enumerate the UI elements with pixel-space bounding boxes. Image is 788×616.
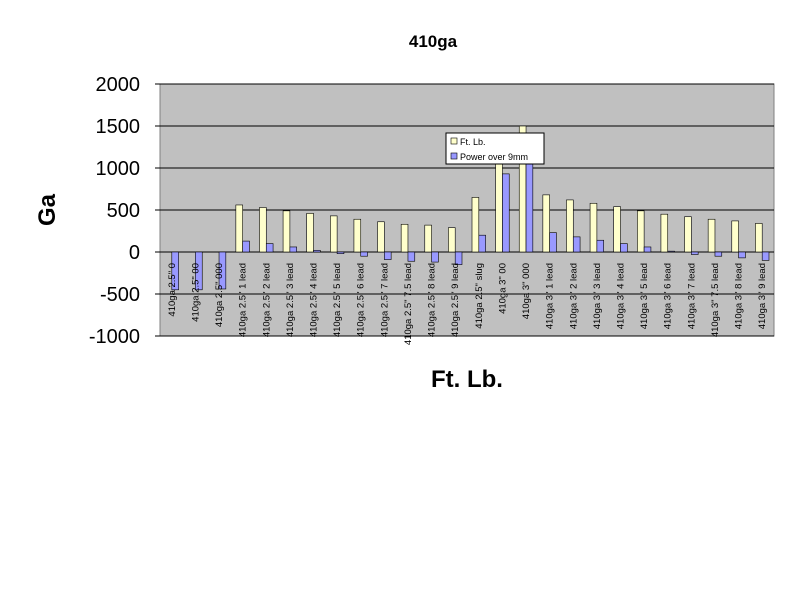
y-tick-label: -500	[100, 284, 140, 306]
bar-power-over-9mm	[502, 173, 510, 253]
bar-power-over-9mm	[691, 251, 699, 255]
legend: Ft. Lb. Power over 9mm	[445, 132, 545, 165]
legend-label-ft-lb: Ft. Lb.	[460, 137, 486, 147]
bar-ft-lb	[400, 223, 409, 253]
bar-power-over-9mm	[714, 251, 723, 257]
x-tick-label: 410ga 2.5" 000	[214, 263, 225, 327]
bar-power-over-9mm	[384, 251, 392, 260]
bar-power-over-9mm	[336, 251, 345, 254]
x-tick-label: 410ga 3" 7 lead	[686, 263, 697, 329]
bar-power-over-9mm	[242, 240, 250, 253]
bar-ft-lb	[731, 220, 739, 253]
y-tick-label: 500	[107, 200, 140, 222]
bar-ft-lb	[707, 218, 716, 253]
y-axis-ticks: 2000 1500 1000 500 0 -500 -1000	[89, 74, 160, 348]
x-tick-label: 410ga 2.5" 9 lead	[450, 263, 461, 337]
bar-power-over-9mm	[431, 251, 439, 263]
bar-ft-lb	[637, 210, 645, 253]
bar-power-over-9mm	[313, 250, 321, 253]
x-tick-label: 410ga 3" 7.5 lead	[710, 263, 721, 337]
x-tick-label: 410ga 3" 5 lead	[639, 263, 650, 329]
bar-ft-lb	[377, 221, 385, 253]
x-tick-label: 410ga 2.5" 3 lead	[285, 263, 296, 337]
bar-power-over-9mm	[360, 251, 368, 257]
bar-ft-lb	[495, 163, 503, 253]
x-tick-label: 410ga 2.5" 7 lead	[379, 263, 390, 337]
bar-power-over-9mm	[761, 251, 770, 261]
y-tick-label: -1000	[89, 326, 140, 348]
bar-ft-lb	[448, 227, 456, 253]
bar-power-over-9mm	[738, 251, 746, 259]
x-tick-label: 410ga 3" 3 lead	[592, 263, 603, 329]
x-tick-label: 410ga 3" 4 lead	[616, 263, 627, 329]
x-tick-label: 410ga 3" 2 lead	[568, 263, 579, 329]
bar-ft-lb	[542, 194, 550, 253]
x-tick-label: 410ga 2.5" slug	[474, 263, 485, 329]
bar-ft-lb	[566, 199, 574, 253]
bar-ft-lb	[353, 218, 362, 253]
bar-ft-lb	[282, 210, 291, 253]
x-tick-label: 410ga 2.5" 8 lead	[427, 263, 438, 337]
legend-swatch-power-over-9mm	[450, 152, 458, 160]
bar-ft-lb	[755, 223, 763, 253]
x-tick-label: 410ga 2.5" 7.5 lead	[403, 263, 414, 345]
x-tick-label: 410ga 3" 6 lead	[663, 263, 674, 329]
legend-box	[445, 132, 545, 165]
x-tick-label: 410ga 3" 00	[497, 263, 508, 314]
legend-swatch-ft-lb	[450, 137, 458, 145]
bar-power-over-9mm	[265, 243, 274, 253]
bar-ft-lb	[424, 224, 432, 253]
x-tick-label: 410ga 2.5" 4 lead	[309, 263, 320, 337]
bar-power-over-9mm	[620, 243, 628, 253]
x-tick-label: 410ga 2.5" 2 lead	[261, 263, 272, 337]
x-tick-label: 410ga 2.5" 6 lead	[356, 263, 367, 337]
bar-power-over-9mm	[171, 251, 179, 291]
y-tick-label: 0	[129, 242, 140, 264]
bar-ft-lb	[589, 202, 598, 253]
legend-label-power-over-9mm: Power over 9mm	[460, 152, 528, 162]
x-tick-label: 410ga 2.5" 5 lead	[332, 263, 343, 337]
x-tick-label: 410ga 3" 000	[521, 263, 532, 319]
y-axis-title: Ga	[34, 193, 61, 226]
bar-power-over-9mm	[525, 163, 534, 253]
bar-power-over-9mm	[596, 239, 604, 253]
x-tick-label: 410ga 2.5" 1 lead	[238, 263, 249, 337]
y-tick-label: 2000	[96, 74, 141, 96]
bars	[171, 125, 770, 291]
x-tick-label: 410ga 3" 8 lead	[734, 263, 745, 329]
y-tick-label: 1000	[96, 158, 141, 180]
bar-power-over-9mm	[218, 251, 227, 290]
bar-power-over-9mm	[643, 246, 652, 253]
bar-power-over-9mm	[195, 251, 203, 291]
x-axis-ticks: 410ga 2.5" 0 410ga 2.5" 00 410ga 2.5" 000 4…	[167, 263, 768, 345]
x-tick-label: 410ga 2.5" 00	[190, 263, 201, 322]
bar-power-over-9mm	[549, 232, 557, 253]
bar-ft-lb	[613, 206, 621, 253]
bar-ft-lb	[259, 207, 267, 253]
bar-power-over-9mm	[454, 251, 463, 265]
bar-power-over-9mm	[289, 246, 297, 253]
bar-ft-lb	[660, 213, 669, 253]
bar-power-over-9mm	[667, 250, 675, 253]
x-axis-title: Ft. Lb.	[431, 366, 503, 393]
bar-ft-lb	[306, 213, 314, 253]
chart-title: 410ga	[409, 32, 458, 51]
bar-ft-lb	[684, 216, 692, 253]
bar-ft-lb	[330, 215, 338, 253]
bar-power-over-9mm	[478, 234, 486, 253]
bar-ft-lb	[471, 197, 480, 253]
x-tick-label: 410ga 2.5" 0	[167, 263, 178, 317]
bar-ft-lb	[235, 204, 243, 253]
x-tick-label: 410ga 3" 9 lead	[757, 263, 768, 329]
y-tick-label: 1500	[96, 116, 141, 138]
x-tick-label: 410ga 3" 1 lead	[545, 263, 556, 329]
bar-power-over-9mm	[572, 236, 581, 253]
bar-power-over-9mm	[407, 251, 416, 262]
